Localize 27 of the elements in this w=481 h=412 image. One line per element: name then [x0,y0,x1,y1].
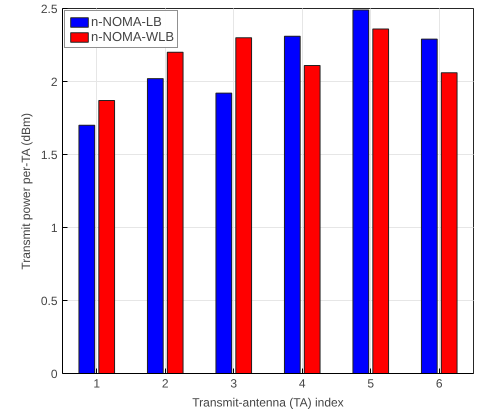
x-tick-label: 6 [436,376,443,390]
bar [166,52,184,374]
legend-label: n-NOMA-WLB [91,29,174,44]
x-tick-label: 1 [93,376,100,390]
y-tick-label: 2 [50,75,58,89]
x-tick-label: 3 [230,376,238,390]
y-tick-label: 2.5 [40,2,58,16]
bar [215,92,232,374]
bar [146,78,164,374]
x-tick-label: 5 [367,376,374,390]
x-axis-title: Transmit-antenna (TA) index [192,396,344,410]
x-tick-label: 4 [298,376,306,390]
legend-label: n-NOMA-LB [91,14,162,29]
bar [440,72,458,374]
bar [98,100,116,374]
y-axis-title: Transmit power per-TA (dBm) [18,112,33,270]
bar [235,37,252,374]
y-tick-label: 0.5 [40,294,58,308]
bar [78,124,96,374]
bar [304,64,321,374]
x-tick-label: 2 [162,376,169,390]
y-tick-label: 1.5 [40,148,58,162]
bar [420,38,438,374]
bar [284,36,301,374]
y-tick-label: 0 [50,367,58,381]
y-tick-label: 1 [50,221,58,235]
bar [372,28,390,374]
